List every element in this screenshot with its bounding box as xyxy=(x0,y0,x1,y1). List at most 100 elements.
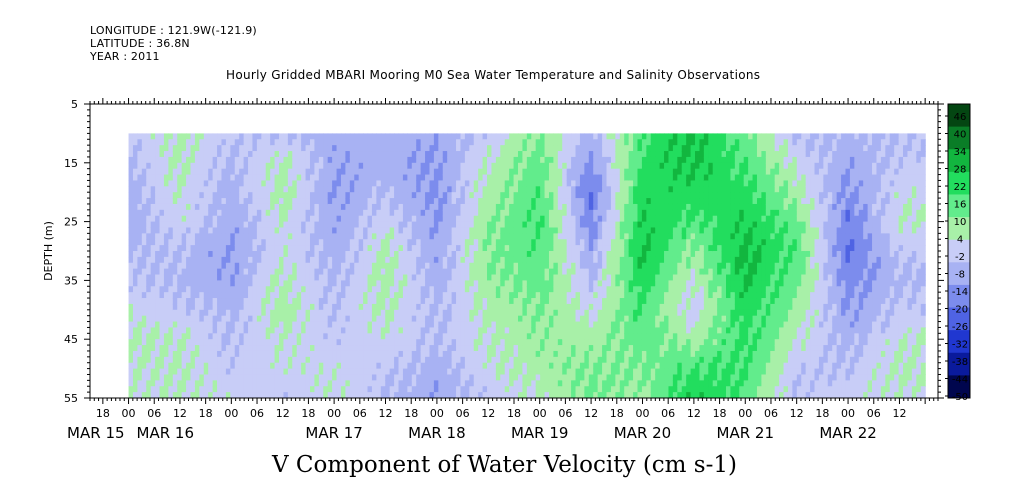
heatmap-cell xyxy=(150,151,156,158)
heatmap-cell xyxy=(579,374,585,381)
heatmap-cell xyxy=(584,315,590,323)
heatmap-cell xyxy=(261,315,267,323)
heatmap-cell xyxy=(407,268,413,276)
heatmap-cell xyxy=(438,309,444,317)
heatmap-cell xyxy=(398,345,404,352)
heatmap-cell xyxy=(584,198,590,205)
heatmap-cell xyxy=(336,292,342,299)
heatmap-cell xyxy=(557,186,563,193)
heatmap-cell xyxy=(203,339,209,346)
heatmap-cell xyxy=(584,239,590,246)
heatmap-cell xyxy=(544,192,550,199)
heatmap-cell xyxy=(380,262,386,270)
heatmap-cell xyxy=(137,392,143,398)
heatmap-cell xyxy=(340,256,346,264)
heatmap-cell xyxy=(199,362,205,370)
heatmap-cell xyxy=(522,256,528,264)
heatmap-cell xyxy=(261,198,267,205)
heatmap-cell xyxy=(252,209,258,217)
heatmap-cell xyxy=(181,262,187,270)
heatmap-cell xyxy=(531,198,537,205)
heatmap-cell xyxy=(602,292,608,299)
heatmap-cell xyxy=(279,245,285,252)
heatmap-cell xyxy=(535,239,541,246)
heatmap-cell xyxy=(442,156,448,164)
heatmap-cell xyxy=(602,362,608,370)
heatmap-cell xyxy=(230,245,236,252)
heatmap-cell xyxy=(456,392,462,398)
heatmap-cell xyxy=(309,309,316,317)
heatmap-cell xyxy=(593,151,599,158)
heatmap-cell xyxy=(420,256,426,264)
heatmap-cell xyxy=(336,221,342,229)
heatmap-cell xyxy=(287,221,293,229)
heatmap-cell xyxy=(168,151,174,158)
heatmap-cell xyxy=(172,345,178,352)
heatmap-cell xyxy=(566,386,572,393)
heatmap-cell xyxy=(376,292,382,299)
heatmap-cell xyxy=(168,168,174,176)
heatmap-cell xyxy=(132,227,138,234)
heatmap-cell xyxy=(239,186,245,193)
heatmap-cell xyxy=(495,174,501,182)
heatmap-cell xyxy=(146,139,152,146)
heatmap-cell xyxy=(252,315,258,323)
heatmap-cell xyxy=(487,362,493,370)
heatmap-cell xyxy=(579,192,585,199)
heatmap-cell xyxy=(540,156,546,164)
heatmap-cell xyxy=(385,227,391,234)
heatmap-cell xyxy=(332,174,338,182)
heatmap-cell xyxy=(402,162,408,170)
heatmap-cell xyxy=(522,162,528,170)
heatmap-cell xyxy=(172,315,178,323)
heatmap-cell xyxy=(553,298,559,305)
heatmap-cell xyxy=(531,139,537,146)
heatmap-cell xyxy=(274,245,280,252)
heatmap-cell xyxy=(345,192,351,199)
heatmap-cell xyxy=(402,327,408,334)
heatmap-cell xyxy=(500,139,506,146)
heatmap-cell xyxy=(385,256,391,264)
heatmap-cell xyxy=(562,380,568,387)
heatmap-cell xyxy=(287,168,293,176)
heatmap-cell xyxy=(593,280,599,287)
heatmap-cell xyxy=(562,298,568,305)
heatmap-cell xyxy=(442,251,448,258)
heatmap-cell xyxy=(137,333,143,340)
heatmap-cell xyxy=(531,286,537,293)
heatmap-cell xyxy=(194,198,200,205)
heatmap-cell xyxy=(456,133,462,140)
heatmap-cell xyxy=(141,215,147,223)
heatmap-cell xyxy=(301,192,307,199)
heatmap-cell xyxy=(478,374,484,381)
heatmap-cell xyxy=(208,227,214,234)
heatmap-cell xyxy=(146,362,152,370)
heatmap-cell xyxy=(234,303,240,311)
heatmap-cell xyxy=(186,256,192,264)
heatmap-cell xyxy=(460,145,466,152)
heatmap-cell xyxy=(221,262,227,270)
heatmap-cell xyxy=(146,209,152,217)
heatmap-cell xyxy=(566,133,572,140)
heatmap-cell xyxy=(314,350,320,358)
heatmap-cell xyxy=(283,174,289,182)
heatmap-cell xyxy=(261,374,267,381)
heatmap-cell xyxy=(402,139,408,146)
heatmap-cell xyxy=(615,227,621,234)
heatmap-cell xyxy=(402,209,408,217)
heatmap-cell xyxy=(190,362,196,370)
heatmap-cell xyxy=(402,345,408,352)
heatmap-cell xyxy=(535,156,541,164)
heatmap-cell xyxy=(327,198,333,205)
heatmap-cell xyxy=(132,286,138,293)
heatmap-cell xyxy=(301,274,307,281)
heatmap-cell xyxy=(358,245,364,252)
heatmap-cell xyxy=(402,362,408,370)
heatmap-cell xyxy=(513,156,519,164)
heatmap-cell xyxy=(416,309,422,317)
heatmap-cell xyxy=(473,156,479,164)
heatmap-cell xyxy=(358,368,364,376)
heatmap-cell xyxy=(478,174,484,182)
heatmap-cell xyxy=(460,309,466,317)
heatmap-cell xyxy=(190,380,196,387)
